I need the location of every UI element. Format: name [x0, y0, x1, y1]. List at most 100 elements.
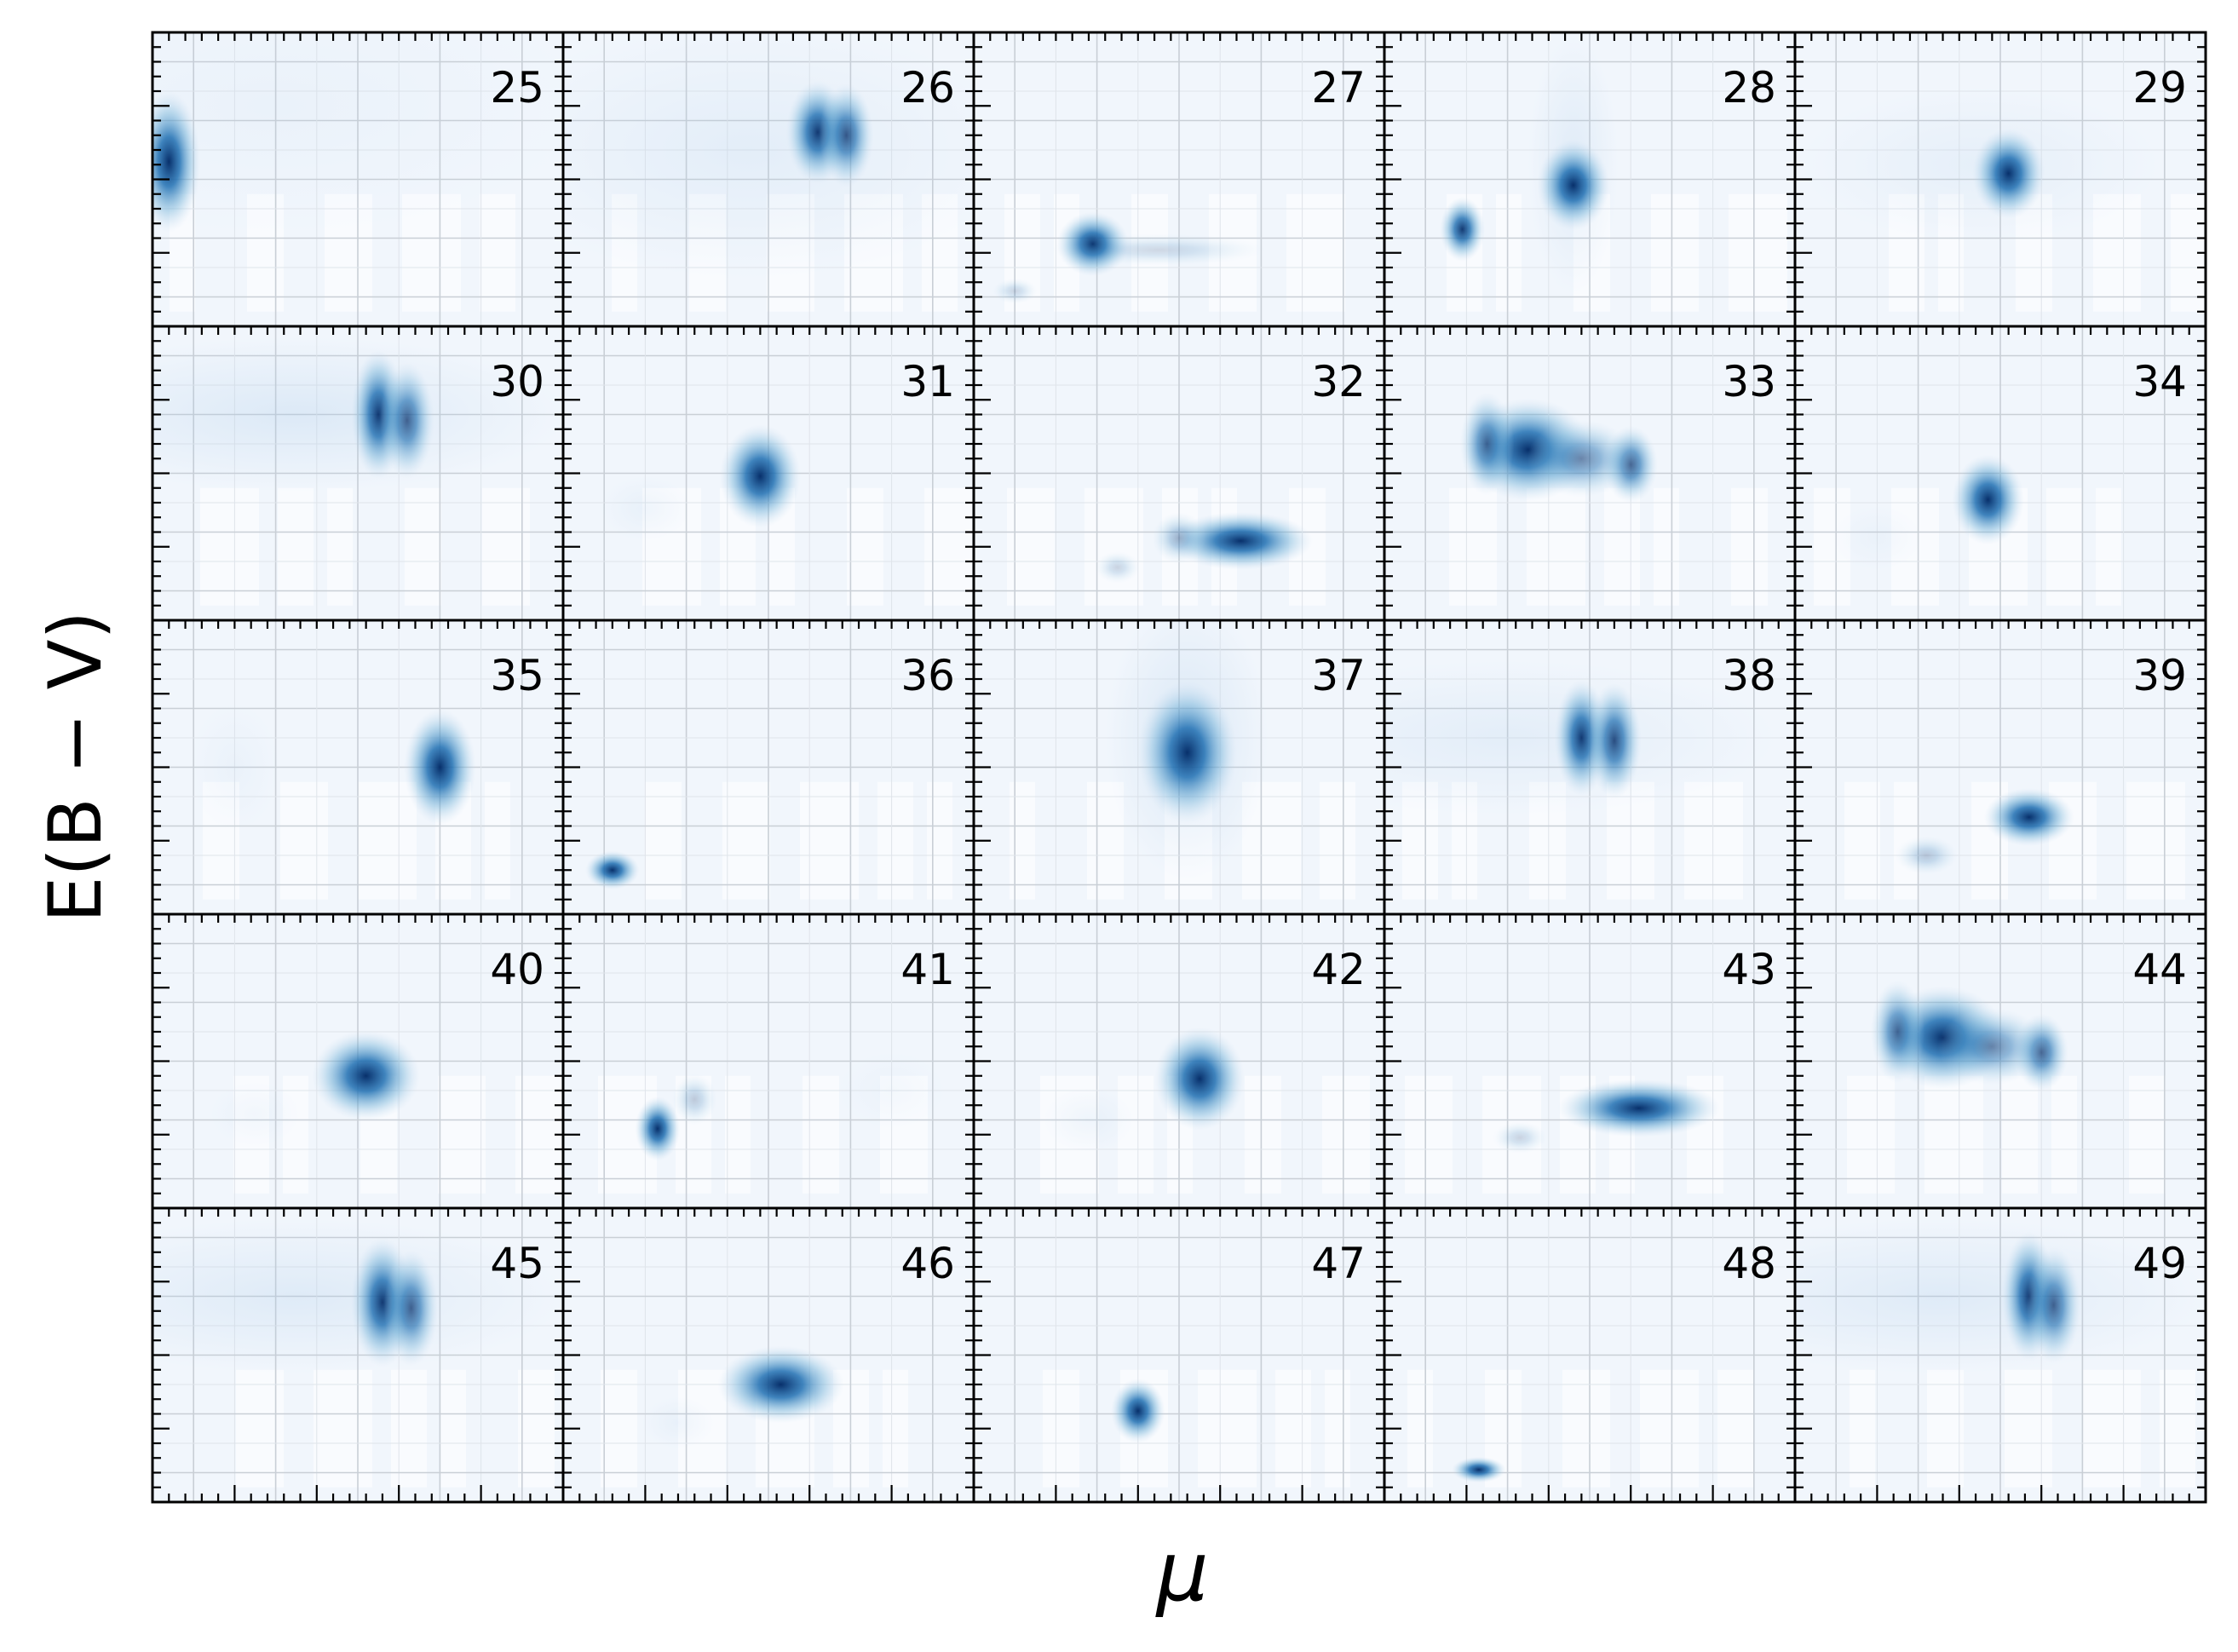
panel-plot-area: [152, 914, 563, 1208]
panel-ticks: [563, 326, 974, 607]
panel-plot-area: [152, 32, 563, 326]
panel-label: 39: [2132, 651, 2187, 700]
panel-label: 47: [1311, 1239, 1366, 1288]
panel-26: 26: [561, 31, 975, 328]
density-peak: [1152, 512, 1206, 564]
density-peak: [1870, 980, 1925, 1084]
panel-plot-area: [1384, 914, 1795, 1208]
panel-plot-area: [1795, 1208, 2206, 1502]
panel-ticks: [152, 32, 563, 313]
density-peak: [1537, 140, 1610, 231]
background-streak: [803, 1075, 839, 1194]
panel-ticks: [974, 326, 1384, 607]
background-streak: [1527, 487, 1585, 606]
background-streak: [1651, 193, 1699, 312]
background-streak: [847, 487, 883, 606]
background-streak: [391, 1369, 427, 1488]
panel-plot-area: [974, 914, 1384, 1208]
panel-ticks: [563, 914, 974, 1194]
panel-label: 35: [490, 651, 544, 700]
panel-ticks: [1384, 620, 1795, 901]
panel-label: 26: [900, 63, 955, 112]
panel-plot-area: [1795, 914, 2206, 1208]
density-halo: [210, 1081, 301, 1147]
panel-37: 37: [972, 619, 1386, 916]
density-peak: [152, 90, 201, 233]
density-halo: [152, 337, 563, 492]
background-streak: [725, 1075, 751, 1194]
background-streak: [236, 1369, 284, 1488]
background-streak: [1320, 781, 1355, 900]
background-streak: [645, 781, 682, 900]
panel-48: 48: [1383, 1206, 1797, 1504]
panel-label: 28: [1722, 63, 1776, 112]
panel-ticks: [1795, 32, 2206, 313]
background-streak: [2129, 1075, 2166, 1194]
panel-label: 38: [1722, 651, 1776, 700]
density-halo: [1043, 1087, 1134, 1153]
density-halo: [837, 1051, 946, 1130]
panel-38: 38: [1383, 619, 1797, 916]
panel-label: 42: [1311, 945, 1366, 994]
background-streak: [1405, 1075, 1453, 1194]
density-peak: [1587, 682, 1642, 799]
panel-label: 44: [2132, 945, 2187, 994]
panel-ticks: [1795, 326, 2206, 607]
density-halo: [600, 475, 691, 541]
panel-49: 49: [1793, 1206, 2207, 1504]
panel-ticks: [1384, 1208, 1795, 1502]
background-streak: [358, 781, 417, 900]
panel-label: 48: [1722, 1239, 1776, 1288]
density-peak: [717, 1345, 844, 1424]
background-streak: [2126, 781, 2185, 900]
density-peak: [1895, 836, 1959, 875]
density-peak: [719, 424, 802, 528]
panel-label: 46: [900, 1239, 955, 1288]
density-peak: [312, 1030, 421, 1121]
panel-plot-area: [563, 914, 974, 1208]
density-halo: [152, 1218, 563, 1374]
background-streak: [518, 1369, 555, 1488]
panel-ticks: [152, 326, 563, 607]
panel-33: 33: [1383, 325, 1797, 622]
panel-36: 36: [561, 619, 975, 916]
panel-ticks: [152, 914, 563, 1194]
background-streak: [314, 1369, 372, 1488]
density-halo: [152, 32, 563, 236]
panel-42: 42: [972, 912, 1386, 1210]
panel-ticks: [974, 1208, 1384, 1502]
background-streak: [1010, 781, 1035, 900]
background-streak: [877, 781, 913, 900]
panel-plot-area: [1795, 32, 2206, 326]
density-peak: [1493, 1121, 1547, 1154]
panel-label: 36: [900, 651, 955, 700]
density-peak: [1557, 1079, 1721, 1137]
background-streak: [927, 781, 952, 900]
panel-32: 32: [972, 325, 1386, 622]
panel-plot-area: [974, 326, 1384, 620]
background-streak: [924, 487, 972, 606]
panel-ticks: [152, 620, 563, 901]
panel-plot-area: [563, 326, 974, 620]
background-streak: [883, 1369, 908, 1488]
panel-label: 30: [490, 357, 544, 406]
background-streak: [440, 1369, 466, 1488]
density-peak: [1952, 454, 2024, 545]
panel-27: 27: [972, 31, 1386, 328]
panel-plot-area: [1384, 32, 1795, 326]
panel-plot-area: [563, 1208, 974, 1502]
background-streak: [200, 487, 259, 606]
panel-46: 46: [561, 1206, 975, 1504]
density-halo: [189, 702, 280, 832]
background-streak: [1198, 1369, 1257, 1488]
background-streak: [1604, 487, 1640, 606]
background-streak: [1654, 487, 1679, 606]
background-streak: [2002, 1075, 2038, 1194]
background-streak: [1286, 193, 1345, 312]
panel-plot-area: [563, 32, 974, 326]
panel-plot-area: [974, 1208, 1384, 1502]
panel-ticks: [974, 914, 1384, 1194]
panel-plot-area: [1384, 326, 1795, 620]
density-peak: [1459, 392, 1515, 496]
